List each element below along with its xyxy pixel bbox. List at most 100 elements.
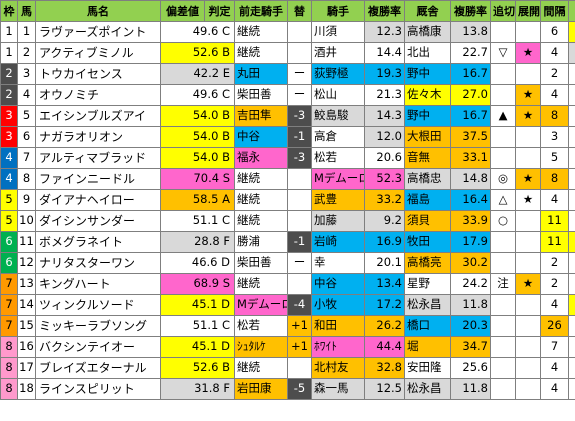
jockey-cell: 高倉	[311, 126, 365, 148]
horse-name-cell: ボメグラネイト	[35, 231, 161, 253]
change-cell: -3	[287, 147, 312, 169]
interval-cell: 8	[540, 168, 569, 190]
tenkai-cell	[515, 378, 541, 400]
tenkai-cell	[515, 63, 541, 85]
umaban-cell: 12	[17, 252, 36, 274]
umaban-cell: 16	[17, 336, 36, 358]
deviation-cell: 54.0 B	[160, 105, 235, 127]
jockey-rate-cell: 12.3	[364, 21, 405, 43]
header-horse-name: 馬名	[35, 0, 161, 22]
chase-cell	[490, 252, 516, 274]
up-cell: 11	[568, 294, 575, 316]
jockey-rate-cell: 52.3	[364, 168, 405, 190]
tenkai-cell	[515, 147, 541, 169]
stable-cell: 堀	[404, 336, 451, 358]
horse-name-cell: ツィンクルソード	[35, 294, 161, 316]
jockey-rate-cell: 44.4	[364, 336, 405, 358]
stable-cell: 橋口	[404, 315, 451, 337]
jockey-cell: 加藤	[311, 210, 365, 232]
deviation-cell: 54.0 B	[160, 126, 235, 148]
stable-rate-cell: 17.9	[450, 231, 491, 253]
deviation-cell: 46.6 D	[160, 252, 235, 274]
umaban-cell: 17	[17, 357, 36, 379]
umaban-cell: 1	[17, 21, 36, 43]
deviation-cell: 51.1 C	[160, 315, 235, 337]
prev-jockey-cell: 吉田隼	[234, 105, 288, 127]
up-cell: 11	[568, 231, 575, 253]
stable-rate-cell: 25.6	[450, 357, 491, 379]
change-cell	[287, 21, 312, 43]
stable-cell: 野中	[404, 63, 451, 85]
prev-jockey-cell: 継続	[234, 168, 288, 190]
horse-name-cell: ブレイズエターナル	[35, 357, 161, 379]
stable-cell: 高橋忠	[404, 168, 451, 190]
tenkai-cell	[515, 126, 541, 148]
umaban-cell: 6	[17, 126, 36, 148]
jockey-cell: 武豊	[311, 189, 365, 211]
umaban-cell: 5	[17, 105, 36, 127]
deviation-cell: 52.6 B	[160, 42, 235, 64]
horse-name-cell: ナガラオリオン	[35, 126, 161, 148]
jockey-rate-cell: 12.0	[364, 126, 405, 148]
up-cell: 3	[568, 315, 575, 337]
waku-cell: 1	[0, 21, 18, 43]
waku-cell: 8	[0, 336, 18, 358]
header-jockey-rate: 複勝率	[364, 0, 405, 22]
waku-cell: 6	[0, 252, 18, 274]
up-cell: 3	[568, 210, 575, 232]
header-deviation: 偏差値	[160, 0, 205, 22]
prev-jockey-cell: 継続	[234, 357, 288, 379]
tenkai-cell: ★	[515, 273, 541, 295]
header-stable: 厩舎	[404, 0, 451, 22]
stable-rate-cell: 13.8	[450, 21, 491, 43]
waku-cell: 7	[0, 294, 18, 316]
jockey-cell: 荻野極	[311, 63, 365, 85]
tenkai-cell: ★	[515, 42, 541, 64]
interval-cell: 5	[540, 147, 569, 169]
up-cell: 18	[568, 42, 575, 64]
umaban-cell: 10	[17, 210, 36, 232]
jockey-rate-cell: 14.3	[364, 105, 405, 127]
stable-cell: 福島	[404, 189, 451, 211]
horse-name-cell: ラインスピリット	[35, 378, 161, 400]
tenkai-cell	[515, 315, 541, 337]
waku-cell: 2	[0, 63, 18, 85]
tenkai-cell	[515, 294, 541, 316]
interval-cell: 4	[540, 357, 569, 379]
up-cell: 21	[568, 336, 575, 358]
prev-jockey-cell: 継続	[234, 189, 288, 211]
tenkai-cell: ★	[515, 84, 541, 106]
header-hantei: 判定	[204, 0, 235, 22]
waku-cell: 4	[0, 168, 18, 190]
horse-name-cell: ダイシンサンダー	[35, 210, 161, 232]
horse-name-cell: エイシンブルズアイ	[35, 105, 161, 127]
horse-name-cell: アクティブミノル	[35, 42, 161, 64]
prev-jockey-cell: Mデムーロ	[234, 294, 288, 316]
deviation-cell: 51.1 C	[160, 210, 235, 232]
umaban-cell: 8	[17, 168, 36, 190]
prev-jockey-cell: 継続	[234, 210, 288, 232]
stable-rate-cell: 24.2	[450, 273, 491, 295]
umaban-cell: 2	[17, 42, 36, 64]
tenkai-cell: ★	[515, 105, 541, 127]
jockey-rate-cell: 9.2	[364, 210, 405, 232]
jockey-rate-cell: 13.4	[364, 273, 405, 295]
stable-rate-cell: 20.3	[450, 315, 491, 337]
interval-cell: 2	[540, 252, 569, 274]
interval-cell: 4	[540, 42, 569, 64]
stable-rate-cell: 30.2	[450, 252, 491, 274]
header-prev-jockey: 前走騎手	[234, 0, 288, 22]
umaban-cell: 14	[17, 294, 36, 316]
tenkai-cell	[515, 336, 541, 358]
header-change: 替	[287, 0, 312, 22]
tenkai-cell	[515, 252, 541, 274]
waku-cell: 3	[0, 105, 18, 127]
header-row: 枠 馬 馬名 偏差値 判定 前走騎手 替 騎手 複勝率 厩舎 複勝率 追切 展開…	[0, 0, 575, 22]
stable-rate-cell: 16.4	[450, 189, 491, 211]
prev-jockey-cell: 継続	[234, 273, 288, 295]
